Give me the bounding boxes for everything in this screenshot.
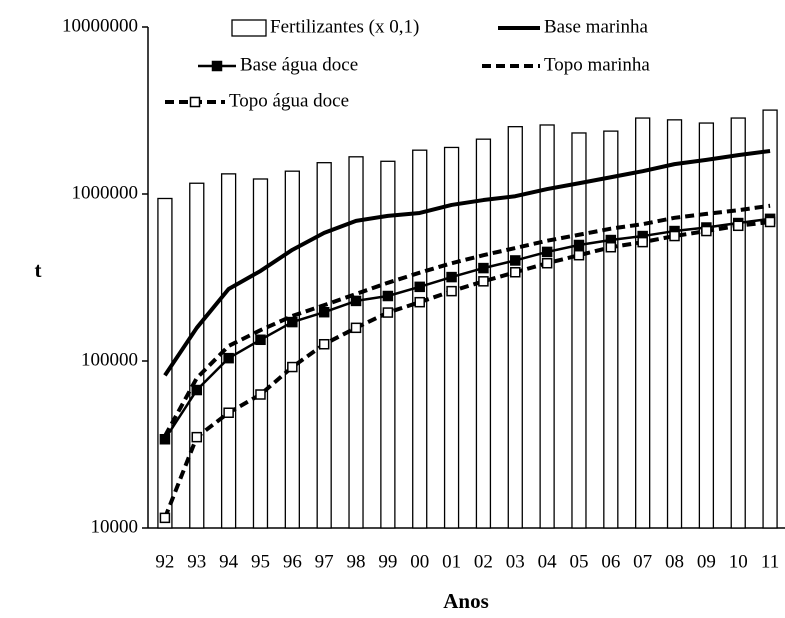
legend-item: Base água doce xyxy=(198,54,358,75)
x-tick-label: 06 xyxy=(601,551,620,572)
marker xyxy=(255,389,266,400)
x-tick-label: 05 xyxy=(569,551,588,572)
x-tick-label: 10 xyxy=(729,551,748,572)
marker xyxy=(478,262,489,274)
marker xyxy=(669,230,680,242)
marker xyxy=(414,296,425,308)
marker xyxy=(382,290,394,302)
marker xyxy=(255,334,266,346)
x-tick-label: 03 xyxy=(506,551,525,572)
y-axis-title: t xyxy=(35,258,42,282)
bar xyxy=(284,170,300,529)
bar xyxy=(762,109,778,529)
x-tick-label: 09 xyxy=(697,551,716,572)
x-tick-label: 01 xyxy=(442,551,461,572)
marker xyxy=(191,384,203,396)
x-tick-label: 07 xyxy=(633,551,652,572)
bar xyxy=(539,124,555,529)
x-tick-label: 92 xyxy=(155,551,174,572)
legend-label: Fertilizantes (x 0,1) xyxy=(270,16,419,37)
bar xyxy=(571,132,587,529)
marker xyxy=(382,307,394,318)
marker xyxy=(510,255,521,266)
line xyxy=(163,148,771,377)
marker xyxy=(573,249,585,261)
line xyxy=(163,217,771,440)
marker xyxy=(191,431,203,443)
bar xyxy=(603,130,619,529)
marker xyxy=(287,316,298,328)
legend-item: Fertilizantes (x 0,1) xyxy=(231,16,419,37)
marker xyxy=(701,225,712,237)
bar xyxy=(157,197,173,529)
legend-swatch xyxy=(231,19,267,37)
marker xyxy=(732,220,744,232)
x-tick-label: 04 xyxy=(538,551,558,572)
marker xyxy=(414,281,425,293)
x-tick-label: 97 xyxy=(315,551,334,572)
marker xyxy=(287,361,298,373)
line xyxy=(163,203,771,438)
x-axis-title: Anos xyxy=(443,589,489,613)
x-tick-label: 96 xyxy=(283,551,302,572)
bar xyxy=(252,178,269,529)
bar xyxy=(189,182,205,529)
x-tick-label: 93 xyxy=(187,551,206,572)
x-tick-label: 00 xyxy=(410,551,429,572)
marker xyxy=(223,407,234,418)
marker xyxy=(211,60,223,72)
legend-label: Topo marinha xyxy=(544,54,650,75)
y-tick-label: 10000000 xyxy=(62,15,138,36)
legend-item: Base marinha xyxy=(498,16,649,37)
bar xyxy=(698,122,715,529)
x-tick-label: 08 xyxy=(665,551,684,572)
x-tick-label: 94 xyxy=(219,551,239,572)
marker xyxy=(159,512,171,524)
bar xyxy=(348,156,364,529)
x-tick-label: 98 xyxy=(347,551,366,572)
marker xyxy=(541,246,553,258)
marker xyxy=(510,266,521,278)
bar xyxy=(475,138,492,529)
marker xyxy=(764,216,776,228)
marker xyxy=(350,322,362,334)
marker xyxy=(446,285,457,297)
marker xyxy=(605,241,617,253)
legend-label: Base água doce xyxy=(240,54,358,75)
x-tick-label: 02 xyxy=(474,551,493,572)
marker xyxy=(318,338,330,350)
marker xyxy=(478,276,489,287)
legend-item: Topo água doce xyxy=(165,90,349,111)
marker xyxy=(637,236,648,248)
marker xyxy=(189,96,201,108)
bar xyxy=(730,117,746,529)
x-tick-label: 11 xyxy=(761,551,779,572)
y-tick-label: 1000000 xyxy=(72,182,139,203)
bar xyxy=(380,160,396,529)
marker xyxy=(541,257,553,269)
x-tick-label: 99 xyxy=(378,551,397,572)
bar xyxy=(635,117,651,529)
bar xyxy=(443,146,460,529)
marker xyxy=(223,352,234,364)
marker xyxy=(573,239,585,251)
marker xyxy=(318,306,330,318)
x-tick-label: 95 xyxy=(251,551,270,572)
bar xyxy=(412,149,428,529)
legend-item: Topo marinha xyxy=(482,54,650,75)
line xyxy=(163,219,771,519)
bar xyxy=(507,126,523,529)
y-tick-label: 100000 xyxy=(81,349,138,370)
marker xyxy=(446,271,457,283)
legend-label: Base marinha xyxy=(544,16,649,37)
y-tick-label: 10000 xyxy=(91,516,139,537)
legend-label: Topo água doce xyxy=(229,90,349,111)
bar xyxy=(666,119,683,529)
marker xyxy=(350,295,362,307)
